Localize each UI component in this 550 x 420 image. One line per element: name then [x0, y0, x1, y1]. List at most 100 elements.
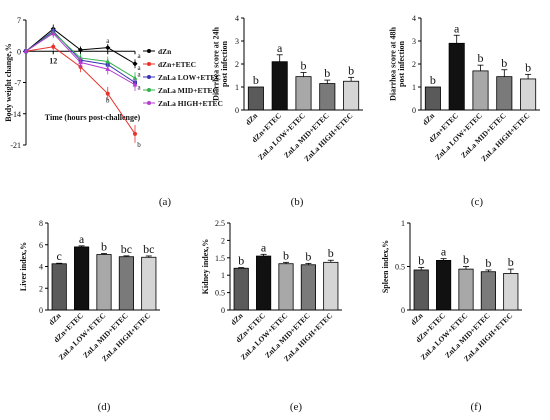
- legend-marker: [147, 101, 151, 105]
- bar: [271, 61, 288, 111]
- panel-caption: (b): [291, 196, 304, 208]
- legend-label: ZnLa MID+ETEC: [158, 86, 218, 95]
- y-axis-label: Kidney index,%: [201, 239, 210, 295]
- significance-letter: a: [106, 37, 110, 45]
- y-tick-label: 4: [412, 14, 416, 23]
- legend-marker: [147, 62, 151, 66]
- bar: [480, 271, 496, 311]
- y-tick-label: 2: [412, 60, 416, 69]
- panel-caption: (a): [159, 196, 172, 208]
- legend-label: dZn+ETEC: [158, 60, 196, 69]
- y-tick-label: 0: [235, 106, 239, 115]
- data-point: [132, 75, 138, 80]
- series-znla-mid-etec: [23, 28, 138, 84]
- y-tick-label: 1: [412, 83, 416, 92]
- significance-letter: a: [137, 64, 141, 72]
- y-tick-label: 0: [39, 306, 43, 315]
- y-tick-label: 0: [221, 306, 225, 315]
- significance-letter: b: [253, 73, 259, 87]
- legend-marker: [147, 88, 151, 92]
- bar: [51, 263, 67, 311]
- y-tick-label: 0: [401, 306, 405, 315]
- y-axis-label: Body weight change,%: [4, 43, 13, 121]
- panel-caption: (f): [471, 401, 482, 413]
- bar: [413, 269, 429, 311]
- panel-caption: (e): [290, 401, 303, 413]
- legend-item: dZn+ETEC: [143, 60, 196, 69]
- significance-letter: b: [348, 63, 354, 77]
- significance-letter: b: [305, 249, 311, 263]
- bar: [343, 80, 360, 111]
- bar: [141, 256, 157, 311]
- significance-letter: b: [525, 60, 531, 74]
- significance-letter: a: [79, 232, 85, 246]
- bar: [295, 76, 312, 111]
- significance-letter: a: [137, 84, 141, 92]
- data-point: [133, 131, 137, 136]
- series-znla-high-etec: [23, 28, 138, 91]
- bar: [520, 78, 537, 111]
- legend-item: ZnLa HIGH+ETEC: [143, 99, 223, 108]
- significance-letter: b: [328, 246, 334, 260]
- panel-caption: (d): [98, 401, 111, 413]
- legend-item: dZn: [143, 47, 172, 56]
- y-tick-label: 0.5: [215, 289, 225, 298]
- panel-caption: (c): [471, 196, 484, 208]
- significance-letter: a: [441, 245, 447, 259]
- bar: [300, 264, 316, 311]
- significance-letter: b: [501, 56, 507, 70]
- significance-letter: b: [418, 253, 424, 267]
- significance-letter: b: [301, 59, 307, 73]
- bar: [118, 256, 134, 311]
- bar: [436, 260, 452, 311]
- data-point: [105, 91, 110, 96]
- y-tick-label: 0.5: [395, 263, 405, 272]
- legend-label: dZn: [158, 47, 172, 56]
- legend-item: ZnLa LOW+ETEC: [143, 73, 221, 82]
- y-tick-label: 4: [39, 263, 43, 272]
- legend-marker: [147, 49, 151, 53]
- data-point: [132, 61, 138, 67]
- significance-letter: b: [485, 256, 491, 270]
- significance-letter: b: [101, 239, 107, 253]
- data-point: [105, 45, 111, 51]
- y-axis-label: Diarrhea score at 24hpost infection: [211, 27, 228, 101]
- bar: [278, 263, 294, 311]
- significance-letter: b: [283, 248, 289, 262]
- significance-letter: c: [57, 249, 62, 263]
- y-axis-label: Diarrhea score at 48hpost infection: [388, 27, 405, 101]
- y-tick-label: 2.5: [215, 219, 225, 228]
- bar: [74, 246, 90, 311]
- significance-letter: bc: [143, 242, 154, 256]
- significance-letter: b: [508, 255, 514, 269]
- legend-marker: [147, 75, 151, 79]
- bar: [424, 86, 441, 111]
- bar: [96, 254, 112, 311]
- y-tick-label: 3: [412, 37, 416, 46]
- y-tick-label: 4: [235, 14, 239, 23]
- x-tick-label: dZn: [47, 310, 63, 326]
- x-tick-label: dZn: [244, 110, 260, 126]
- y-tick-label: 8: [39, 219, 43, 228]
- y-tick-label: 0: [412, 106, 416, 115]
- y-axis-label: Liver index,%: [19, 242, 28, 291]
- y-tick-label: 1.5: [215, 254, 225, 263]
- data-point: [78, 59, 83, 65]
- significance-letter: a: [277, 41, 283, 55]
- data-point: [105, 58, 111, 64]
- data-point: [105, 66, 111, 71]
- significance-letter: b: [430, 73, 436, 87]
- significance-letter: a: [454, 21, 460, 35]
- significance-letter: bc: [121, 242, 132, 256]
- significance-letter: b: [137, 141, 141, 149]
- data-point: [51, 44, 56, 49]
- panel-b: (b) 0 1 2 3 4 Diarrhea score at 24hpost infect…: [211, 14, 363, 208]
- panel-c: (c) 0 1 2 3 4 Diarrhea score at 48hpost infect…: [388, 14, 540, 208]
- bar: [448, 42, 465, 111]
- y-tick-label: -7: [14, 79, 21, 88]
- x-tick-label: dZn: [229, 310, 245, 326]
- significance-letter: a: [137, 52, 141, 60]
